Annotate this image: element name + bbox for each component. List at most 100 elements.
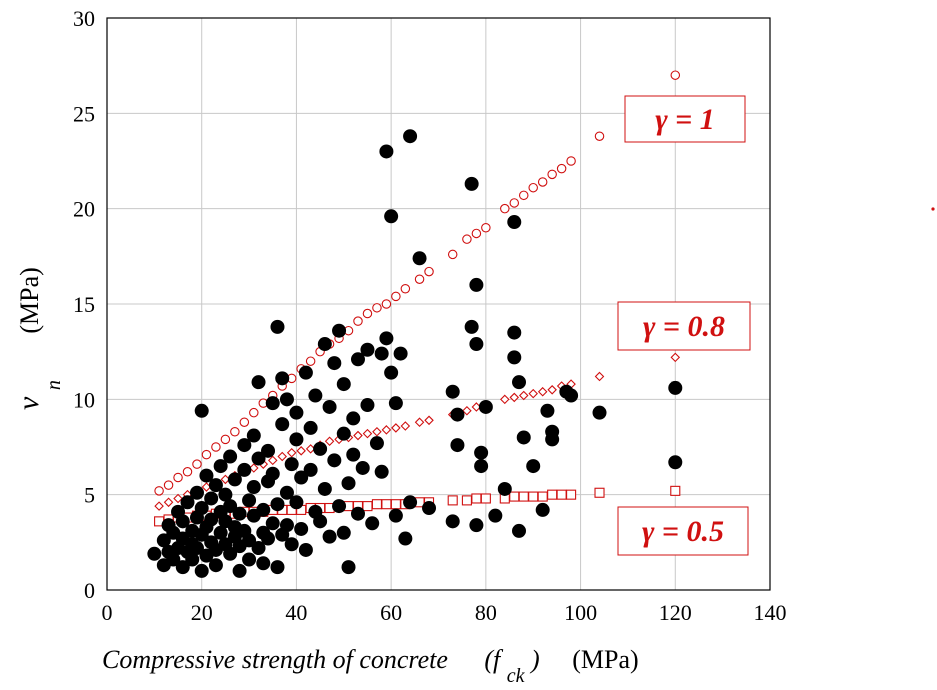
- gamma-annotations: γ = 1 γ = 0.8 γ = 0.5: [617, 95, 751, 556]
- gamma-1-point: [211, 442, 221, 452]
- gamma-1-point: [230, 426, 240, 437]
- gamma-1-point: [192, 459, 202, 469]
- gamma-label-text: γ = 0.5: [642, 515, 724, 548]
- gamma-1-point: [528, 182, 538, 193]
- experimental-point: [289, 432, 304, 447]
- gamma-0-8-point: [362, 428, 373, 439]
- experimental-point: [242, 533, 257, 548]
- experimental-point: [223, 499, 238, 514]
- gamma-0-5-point: [480, 493, 491, 504]
- experimental-point: [322, 399, 337, 414]
- gamma-0-5-point: [594, 487, 605, 498]
- y-axis-ticks: 0 5 10 15 20 25 30: [73, 6, 95, 603]
- experimental-point: [346, 411, 361, 426]
- gamma-0-8-point: [324, 436, 335, 447]
- gamma-0-8-point: [414, 417, 425, 427]
- experimental-point: [156, 533, 171, 548]
- experimental-point: [478, 399, 493, 414]
- experimental-point: [317, 481, 332, 496]
- experimental-point: [298, 365, 313, 380]
- experimental-point: [213, 459, 228, 474]
- experimental-point: [256, 556, 271, 571]
- experimental-point: [450, 407, 465, 422]
- gamma-1-point: [447, 249, 458, 260]
- x-axis-title-close: ): [529, 645, 540, 674]
- experimental-point: [516, 430, 531, 445]
- experimental-point: [289, 495, 304, 510]
- experimental-point: [199, 468, 214, 483]
- experimental-point: [175, 514, 190, 529]
- y-tick-label: 0: [84, 578, 95, 603]
- experimental-point: [592, 405, 607, 420]
- experimental-point: [384, 365, 399, 380]
- experimental-point: [147, 546, 162, 561]
- experimental-point: [507, 325, 522, 340]
- experimental-point: [422, 501, 437, 516]
- gamma-1-point: [414, 274, 425, 284]
- gamma-0-8-point: [286, 447, 297, 458]
- experimental-point: [284, 457, 299, 472]
- experimental-point: [512, 375, 527, 390]
- experimental-point: [242, 552, 257, 567]
- gamma-0-8-point: [249, 463, 259, 473]
- gamma-0-8-point: [547, 385, 557, 395]
- experimental-point: [232, 506, 247, 521]
- gamma-0-8-point: [509, 392, 520, 403]
- x-tick-label: 60: [380, 600, 402, 625]
- experimental-point: [341, 476, 356, 491]
- experimental-point: [332, 499, 347, 514]
- gamma-1-point: [462, 234, 472, 244]
- y-axis-title-symbol: v: [12, 396, 45, 410]
- experimental-point: [275, 371, 290, 386]
- experimental-point: [275, 417, 290, 432]
- gamma-1-point: [481, 222, 491, 233]
- experimental-point: [213, 525, 228, 540]
- x-tick-label: 20: [191, 600, 213, 625]
- y-axis-title: v n (MPa): [12, 267, 65, 410]
- experimental-point: [298, 542, 313, 557]
- gamma-0-8-point: [353, 430, 363, 441]
- experimental-point: [166, 552, 181, 567]
- y-tick-label: 15: [73, 292, 95, 317]
- gamma-0-8-point: [296, 446, 306, 456]
- gamma-1-point: [173, 472, 183, 483]
- gamma-0-5-point: [371, 499, 382, 510]
- gamma-0-8-point: [594, 371, 605, 382]
- experimental-point: [223, 449, 238, 464]
- gamma-1-point: [400, 283, 411, 294]
- gamma-1-point: [163, 480, 174, 490]
- gamma-1-point: [201, 449, 212, 460]
- gamma-1-point: [500, 203, 510, 214]
- experimental-point: [251, 375, 266, 390]
- experimental-point: [668, 380, 683, 395]
- experimental-point: [445, 514, 460, 529]
- experimental-point: [237, 438, 252, 453]
- y-tick-label: 20: [73, 197, 95, 222]
- gamma-0-5-point: [471, 493, 482, 504]
- experimental-point: [246, 428, 261, 443]
- gamma-0-8-point: [528, 388, 538, 399]
- gamma-1-point: [518, 190, 529, 201]
- gamma-0-8-point: [372, 426, 382, 437]
- experimental-point: [526, 459, 541, 474]
- experimental-point: [564, 388, 579, 403]
- gamma-1-point: [556, 163, 567, 174]
- experimental-point: [535, 502, 550, 517]
- experimental-point: [540, 403, 555, 418]
- experimental-point: [180, 495, 195, 510]
- y-axis-title-subscript: n: [43, 380, 65, 390]
- experimental-point: [265, 466, 280, 481]
- gamma-1-point: [381, 299, 392, 309]
- gamma-0-5-point: [537, 491, 548, 502]
- gamma-0-8-point: [277, 451, 287, 462]
- x-tick-label: 140: [754, 600, 787, 625]
- gamma-1-point: [372, 303, 382, 313]
- experimental-point: [474, 459, 489, 474]
- y-axis-title-unit: (MPa): [15, 267, 44, 333]
- experimental-point: [388, 396, 403, 411]
- gamma-0-5-point: [447, 495, 458, 506]
- experimental-point: [317, 337, 332, 352]
- experimental-point: [303, 420, 318, 435]
- gamma-1-point: [353, 316, 363, 326]
